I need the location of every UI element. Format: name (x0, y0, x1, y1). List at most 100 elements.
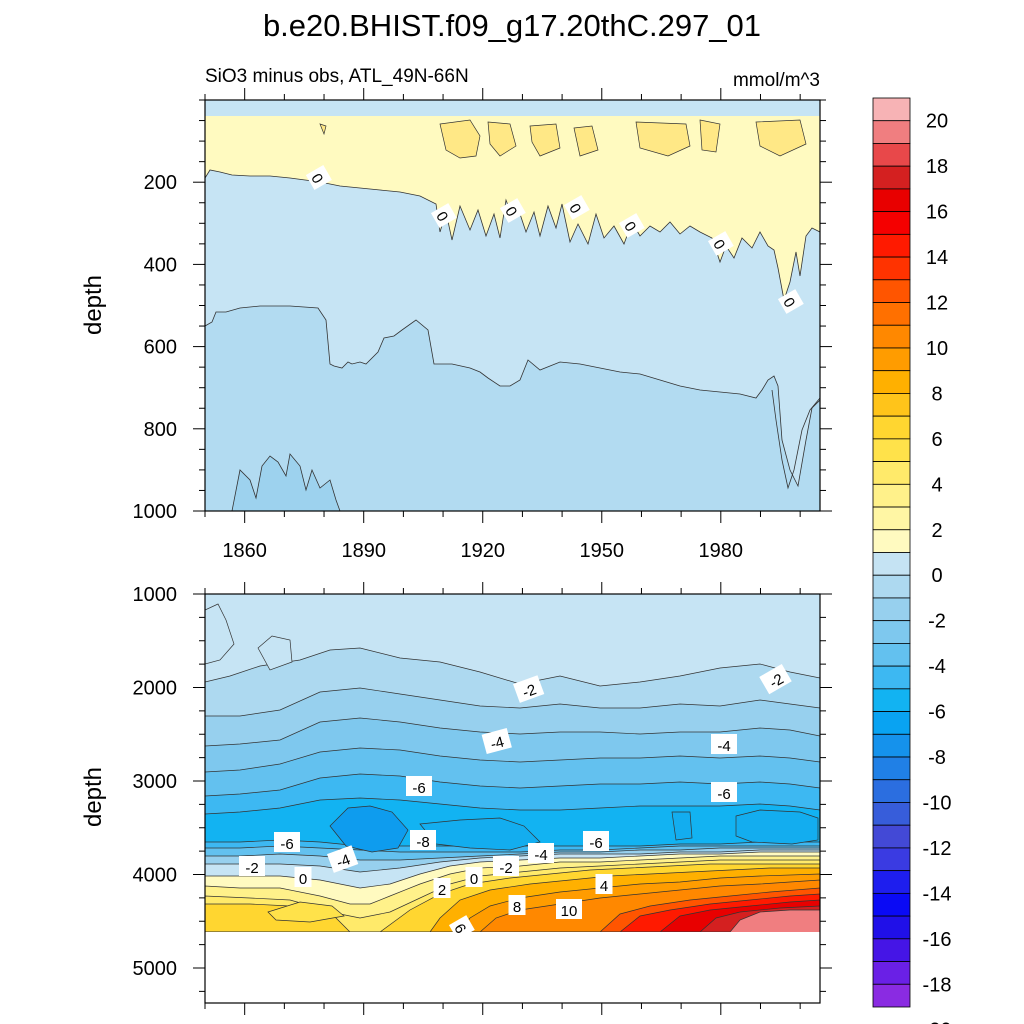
colorbar-swatch (872, 665, 911, 690)
lower-contour-label-bg (711, 734, 737, 754)
lower-contour-label-bg (327, 845, 359, 873)
colorbar-label: 2 (931, 520, 942, 542)
upper-x-label: 1950 (580, 540, 625, 562)
colorbar-label: 0 (931, 565, 942, 587)
colorbar-label: 12 (926, 293, 948, 315)
colorbar-swatch (872, 847, 911, 872)
lower-contour-label-bg (481, 728, 512, 755)
colorbar-swatch (872, 347, 911, 372)
upper-y-label: 800 (144, 419, 177, 441)
colorbar-swatch (872, 892, 911, 917)
upper-fill-deepest (231, 453, 341, 511)
lower-contour-label: -6 (412, 780, 425, 797)
colorbar-label: -14 (923, 883, 952, 905)
chart-subtitle: SiO3 minus obs, ATL_49N-66N (205, 66, 469, 87)
colorbar-swatch (872, 938, 911, 962)
colorbar-swatch (872, 643, 911, 667)
lower-y-label: 5000 (133, 958, 178, 980)
lower-y-label: 4000 (133, 865, 178, 887)
upper-y-label: 1000 (133, 501, 178, 523)
upper-contour-label-bg (430, 203, 457, 228)
lower-contour-label: -4 (489, 734, 506, 754)
colorbar-swatch (872, 506, 911, 531)
lower-contour-label: 10 (561, 903, 578, 920)
colorbar-swatch (872, 915, 911, 940)
lower-contour-label: -2 (520, 681, 538, 702)
colorbar-swatch (872, 256, 911, 281)
colorbar-swatch (872, 779, 911, 803)
lower-contour-label-bg (274, 832, 300, 852)
upper-x-label: 1890 (341, 540, 386, 562)
colorbar-label: -8 (928, 747, 946, 769)
colorbar-label: -12 (923, 838, 952, 860)
lower-patch-mid (419, 817, 541, 851)
colorbar-swatch (872, 324, 911, 349)
lower-contour-label-bg (759, 663, 792, 695)
lower-contour-label: -2 (245, 860, 258, 877)
colorbar-label: -4 (928, 656, 946, 678)
colorbar-swatch (872, 483, 911, 508)
colorbar-label: 6 (931, 429, 942, 451)
lower-contour-label-bg (711, 782, 737, 802)
lower-contour-label-bg (513, 675, 545, 703)
lower-contour-label: 4 (600, 878, 608, 895)
lower-contour-label: 0 (299, 871, 307, 888)
colorbar-swatch (872, 188, 911, 213)
colorbar-swatch (872, 802, 911, 826)
upper-x-label: 1920 (460, 540, 505, 562)
lower-contour-label-bg (294, 867, 312, 887)
lower-patch-deep (329, 805, 409, 853)
lower-contour-label: -4 (717, 738, 730, 755)
lower-no-data (205, 932, 820, 1003)
lower-y-axis-title: depth (80, 767, 107, 827)
colorbar-swatch (872, 870, 911, 894)
lower-contour-label-bg (556, 899, 582, 919)
colorbar-swatch (872, 211, 911, 235)
upper-cells (319, 119, 807, 159)
upper-contour-label-bg (777, 289, 804, 314)
lower-contour-label: -4 (334, 851, 352, 872)
colorbar-swatch (872, 233, 911, 258)
colorbar-swatch (872, 461, 911, 485)
lower-contour-label-bg (406, 776, 432, 796)
lower-contour-label-bg (595, 874, 613, 894)
colorbar-label: -20 (923, 1020, 952, 1024)
colorbar-swatch (872, 552, 911, 576)
upper-contour-label-bg (707, 231, 734, 256)
colorbar-swatch (872, 711, 911, 735)
colorbar: 20181614121086420-2-4-6-8-10-12-14-16-18… (872, 97, 952, 1024)
lower-contour-label-bg (239, 856, 265, 876)
lower-y-label: 3000 (133, 771, 178, 793)
lower-contour-label-bg (433, 878, 451, 898)
colorbar-swatch (872, 688, 911, 712)
upper-x-label: 1980 (699, 540, 744, 562)
colorbar-label: -16 (923, 929, 952, 951)
lower-contour-label: -4 (534, 847, 547, 864)
upper-contour-label-bg (499, 198, 526, 223)
lower-contour-label: 2 (438, 882, 446, 899)
upper-y-label: 400 (144, 254, 177, 276)
colorbar-label: -18 (923, 974, 952, 996)
upper-contour-label-bg (563, 195, 590, 220)
lower-contour-label-bg (410, 830, 436, 850)
colorbar-swatch (872, 961, 911, 985)
colorbar-label: 14 (926, 247, 948, 269)
lower-contour-label: -2 (499, 860, 512, 877)
upper-contour-deep (771, 389, 820, 490)
upper-y-label: 600 (144, 337, 177, 359)
upper-fill-surface (205, 100, 820, 116)
colorbar-label: -6 (928, 702, 946, 724)
colorbar-label: -2 (928, 611, 946, 633)
colorbar-swatch (872, 983, 911, 1008)
colorbar-swatch (872, 120, 911, 144)
lower-contour-label-bg (448, 915, 475, 940)
colorbar-label: -10 (923, 792, 952, 814)
lower-patch-warm (267, 901, 345, 923)
upper-contour-label-bg (618, 213, 645, 238)
upper-x-label: 1860 (222, 540, 267, 562)
lower-contour-label-bg (508, 895, 526, 915)
colorbar-swatch (872, 143, 911, 167)
colorbar-swatch (872, 415, 911, 440)
